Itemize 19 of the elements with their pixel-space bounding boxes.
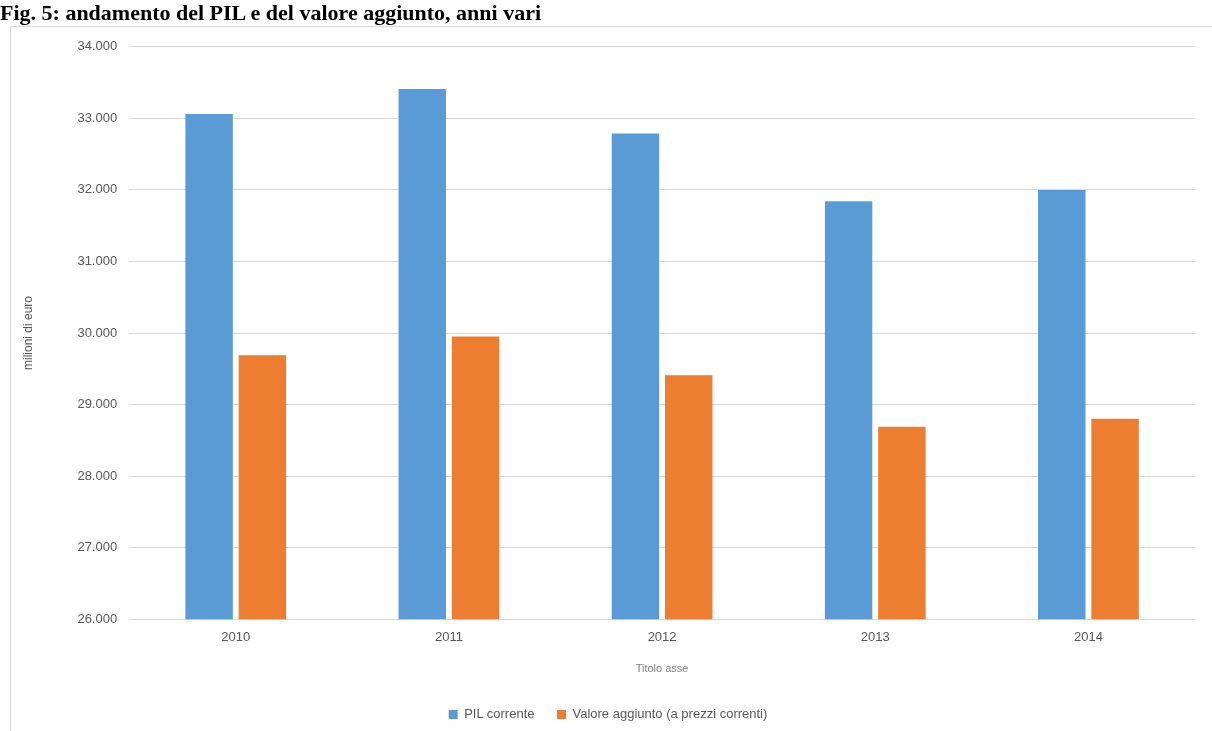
y-tick-label: 28.000: [77, 467, 118, 483]
y-tick-label: 33.000: [77, 109, 118, 125]
y-tick-label: 29.000: [77, 396, 118, 412]
chart-title: Fig. 5: andamento del PIL e del valore aggiunto, anni vari: [0, 0, 542, 26]
legend-label: PIL corrente: [464, 706, 535, 722]
y-tick-label: 26.000: [77, 610, 118, 626]
y-tick-label: 32.000: [77, 181, 118, 197]
y-tick-label: 30.000: [77, 324, 118, 340]
x-tick-label: 2012: [647, 628, 677, 644]
x-tick-label: 2013: [860, 628, 890, 644]
x-axis-title: Titolo asse: [635, 662, 689, 675]
x-tick-label: 2011: [434, 628, 463, 644]
y-axis-title: milioni di euro: [20, 295, 35, 371]
x-tick-label: 2014: [1073, 628, 1103, 644]
y-tick-label: 34.000: [77, 38, 118, 54]
legend-label: Valore aggiunto (a prezzi correnti): [572, 706, 768, 722]
y-tick-label: 31.000: [77, 253, 118, 269]
x-tick-label: 2010: [221, 628, 251, 644]
y-tick-label: 27.000: [77, 539, 118, 555]
